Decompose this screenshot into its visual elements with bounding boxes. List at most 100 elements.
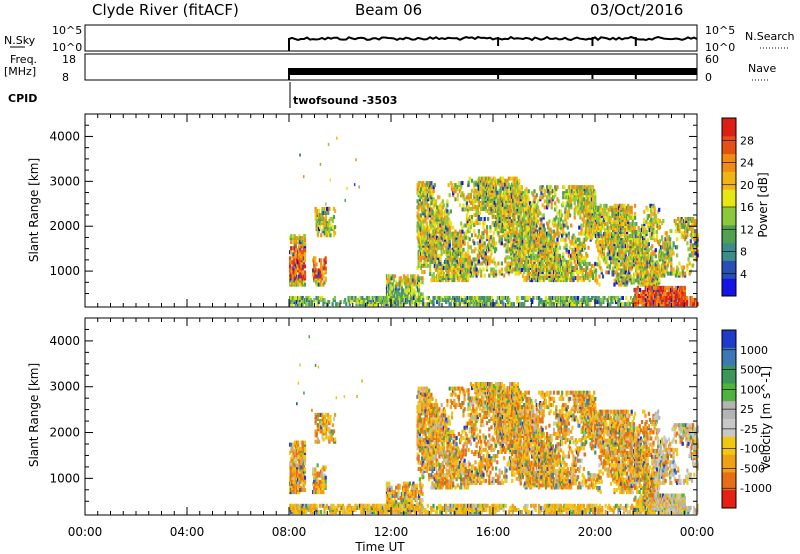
echo-cell xyxy=(538,257,541,262)
echo-cell xyxy=(490,211,493,215)
echo-cell xyxy=(583,219,587,224)
echo-cell xyxy=(467,276,470,281)
echo-cell xyxy=(534,266,537,270)
echo-cell xyxy=(637,280,640,285)
echo-cell xyxy=(516,241,519,246)
echo-cell xyxy=(453,189,456,194)
echo-cell xyxy=(315,213,318,217)
echo-cell xyxy=(618,262,621,267)
echo-cell xyxy=(520,185,523,190)
echo-cell xyxy=(585,235,588,240)
echo-cell xyxy=(299,282,302,287)
echo-cell xyxy=(635,230,638,234)
echo-cell xyxy=(490,235,493,240)
echo-cell xyxy=(460,221,463,226)
echo-cell xyxy=(508,194,511,199)
echo-cell xyxy=(651,226,654,230)
echo-cell xyxy=(540,266,543,270)
echo-cell xyxy=(516,235,519,240)
echo-cell xyxy=(546,257,549,262)
echo-cell xyxy=(542,255,545,260)
echo-cell xyxy=(389,284,392,289)
echo-cell xyxy=(523,278,526,283)
nsky-line xyxy=(288,35,698,51)
echo-cell xyxy=(524,223,527,228)
echo-cell xyxy=(550,201,553,206)
echo-cell xyxy=(653,230,656,234)
echo-cell xyxy=(454,183,457,188)
echo-cell xyxy=(516,223,519,228)
echo-cell xyxy=(554,217,557,222)
echo-cell xyxy=(552,195,556,200)
echo-cell xyxy=(531,201,534,206)
echo-cell xyxy=(436,255,439,260)
echo-cell xyxy=(403,274,406,279)
echo-cell xyxy=(579,185,582,190)
echo-cell xyxy=(465,213,468,218)
echo-cell xyxy=(658,242,661,247)
echo-cell xyxy=(598,222,601,226)
echo-cell xyxy=(292,260,295,265)
echo-cell xyxy=(533,235,536,240)
echo-cell xyxy=(531,241,534,246)
echo-cell xyxy=(290,234,293,239)
echo-cell xyxy=(603,203,606,208)
echo-cell xyxy=(470,178,474,183)
echo-cell xyxy=(605,256,608,261)
echo-cell xyxy=(524,249,527,254)
echo-cell xyxy=(501,186,505,191)
echo-cell xyxy=(579,276,582,281)
echo-cell xyxy=(419,245,423,250)
echo-cell xyxy=(492,208,495,213)
echo-cell xyxy=(492,245,495,250)
echo-cell xyxy=(597,256,600,261)
echo-cell xyxy=(447,211,450,216)
echo-cell xyxy=(455,268,458,272)
echo-cell xyxy=(624,262,627,267)
echo-cell xyxy=(587,245,590,250)
echo-cell xyxy=(634,272,637,277)
echo-cell xyxy=(608,264,611,269)
echo-cell xyxy=(634,215,637,220)
echo-cell xyxy=(290,266,293,271)
echo-cell xyxy=(598,209,601,214)
echo-cell xyxy=(616,240,619,245)
echo-cell xyxy=(444,227,447,232)
echo-cell xyxy=(452,235,455,240)
echo-cell xyxy=(582,215,585,220)
echo-cell xyxy=(593,195,596,200)
echo-cell xyxy=(504,221,507,226)
echo-cell xyxy=(428,185,431,190)
echo-cell xyxy=(616,222,619,226)
echo-cell xyxy=(498,239,501,244)
echo-cell xyxy=(639,232,642,237)
echo-cell xyxy=(477,184,480,189)
echo-cell xyxy=(316,231,319,236)
echo-cell xyxy=(598,246,601,251)
echo-cell xyxy=(506,243,509,248)
echo-cell xyxy=(539,276,542,281)
echo-cell xyxy=(636,252,639,257)
echo-cell xyxy=(650,217,653,222)
echo-cell xyxy=(543,253,546,258)
echo-cell xyxy=(538,235,541,240)
echo-cell xyxy=(510,251,513,256)
echo-cell xyxy=(410,282,413,287)
echo-cell xyxy=(622,211,625,216)
echo-cell xyxy=(599,219,602,224)
echo-cell xyxy=(411,278,414,283)
echo-cell xyxy=(644,252,647,257)
echo-cell xyxy=(462,203,465,208)
echo-cell xyxy=(650,280,653,285)
echo-cell xyxy=(612,242,615,247)
echo-cell xyxy=(524,266,527,270)
echo-cell xyxy=(441,276,444,281)
echo-cell xyxy=(446,266,449,270)
echo-cell xyxy=(495,192,498,197)
echo-cell xyxy=(424,225,427,230)
echo-cell xyxy=(585,261,588,266)
echo-cell xyxy=(667,247,671,252)
echo-cell xyxy=(651,272,654,277)
echo-cell xyxy=(542,193,545,198)
echo-cell xyxy=(652,262,655,267)
